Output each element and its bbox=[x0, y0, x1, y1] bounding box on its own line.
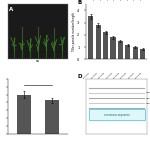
Bar bbox=[118, 41, 123, 59]
Text: label1: label1 bbox=[146, 92, 150, 93]
Text: D: D bbox=[77, 74, 82, 79]
Bar bbox=[110, 37, 116, 59]
Text: sample4: sample4 bbox=[106, 72, 113, 79]
Bar bbox=[133, 47, 138, 59]
Text: B: B bbox=[77, 0, 81, 5]
Text: label3: label3 bbox=[146, 103, 150, 104]
Y-axis label: Tiller panicle number/length: Tiller panicle number/length bbox=[72, 12, 76, 51]
Bar bbox=[88, 16, 93, 59]
Text: label2: label2 bbox=[146, 98, 150, 99]
Text: sample5: sample5 bbox=[113, 72, 120, 79]
Bar bbox=[125, 45, 130, 59]
Text: sample7: sample7 bbox=[128, 72, 135, 79]
Bar bbox=[140, 49, 145, 59]
Bar bbox=[96, 25, 101, 59]
Text: A: A bbox=[9, 7, 13, 12]
Text: sample8: sample8 bbox=[135, 72, 142, 79]
Text: sample1: sample1 bbox=[84, 72, 91, 79]
Bar bbox=[45, 100, 58, 134]
Text: sample6: sample6 bbox=[121, 72, 128, 79]
Bar bbox=[103, 32, 108, 59]
Text: sample3: sample3 bbox=[98, 72, 106, 79]
Text: consensus sequence: consensus sequence bbox=[104, 113, 130, 117]
Text: sample2: sample2 bbox=[91, 72, 98, 79]
Text: ns: ns bbox=[36, 59, 40, 63]
FancyBboxPatch shape bbox=[89, 109, 145, 120]
Bar bbox=[17, 94, 31, 134]
